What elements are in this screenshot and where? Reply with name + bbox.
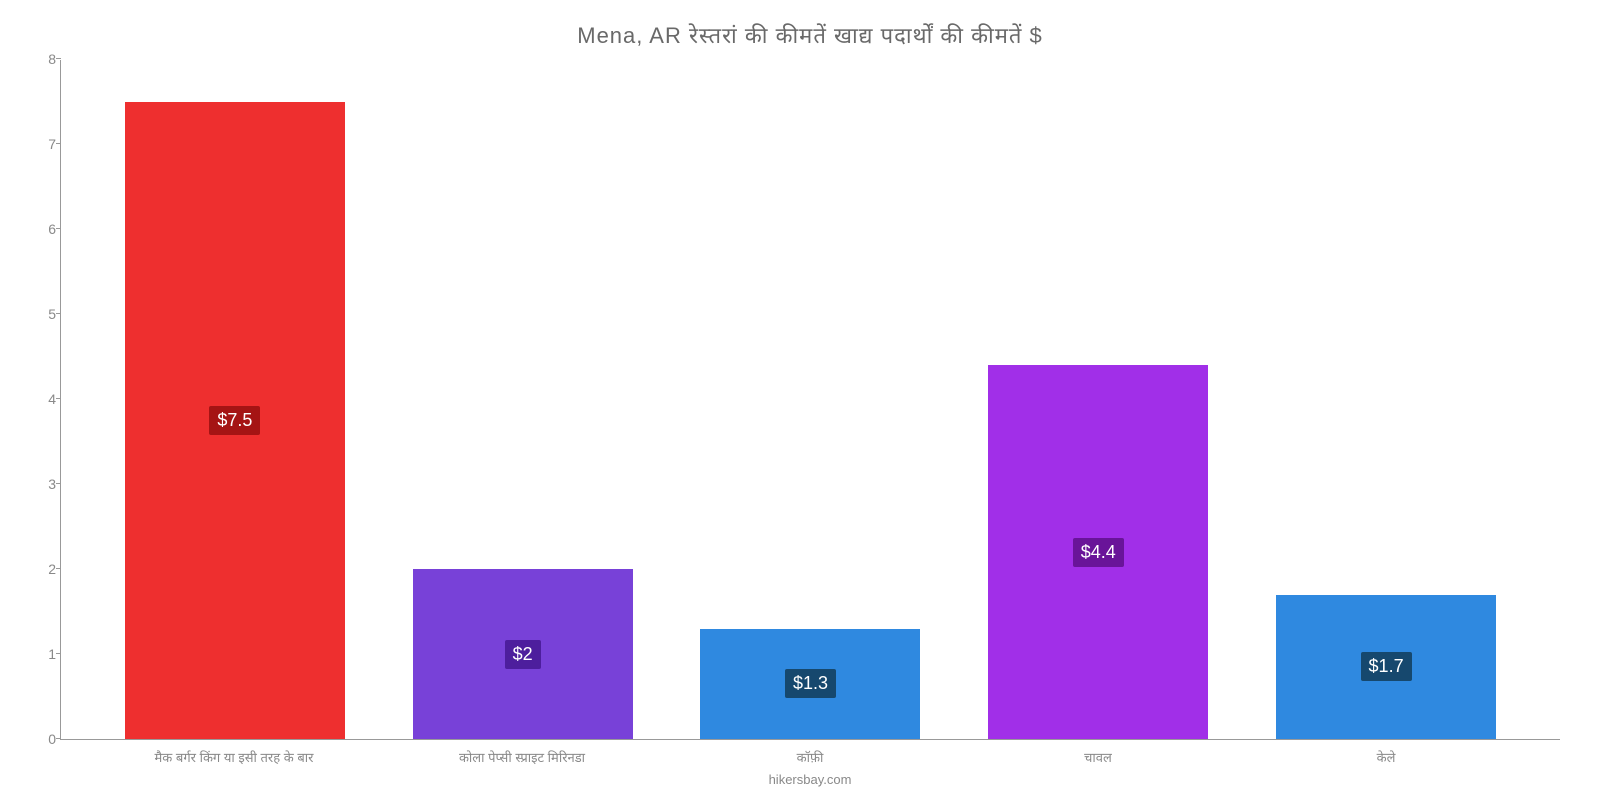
bar-wrapper: $7.5	[91, 102, 379, 740]
bar-value-label: $1.3	[785, 669, 836, 698]
y-tick-label: 8	[31, 51, 56, 67]
bar: $1.7	[1276, 595, 1496, 740]
bar-value-label: $7.5	[209, 406, 260, 435]
bar-wrapper: $1.3	[667, 629, 955, 740]
bars-container: $7.5 $2 $1.3 $4.4 $1.7	[61, 60, 1560, 739]
y-tick-mark	[56, 738, 61, 739]
chart-title: Mena, AR रेस्तरां की कीमतें खाद्य पदार्थ…	[60, 20, 1560, 50]
bar-wrapper: $2	[379, 569, 667, 739]
y-tick-label: 0	[31, 731, 56, 747]
bar: $2	[413, 569, 633, 739]
y-tick-label: 5	[31, 306, 56, 322]
x-tick-label: चावल	[954, 748, 1242, 766]
y-tick-mark	[56, 58, 61, 59]
bar-value-label: $1.7	[1361, 652, 1412, 681]
bar-wrapper: $1.7	[1242, 595, 1530, 740]
x-tick-label: मैक बर्गर किंग या इसी तरह के बार	[90, 748, 378, 766]
x-tick-label: कॉफ़ी	[666, 748, 954, 766]
y-tick-mark	[56, 228, 61, 229]
x-tick-label: केले	[1242, 748, 1530, 766]
y-tick-mark	[56, 398, 61, 399]
bar: $1.3	[700, 629, 920, 740]
bar: $4.4	[988, 365, 1208, 739]
y-tick-mark	[56, 653, 61, 654]
bar: $7.5	[125, 102, 345, 740]
y-tick-label: 3	[31, 476, 56, 492]
y-tick-label: 1	[31, 646, 56, 662]
y-tick-mark	[56, 483, 61, 484]
y-tick-label: 4	[31, 391, 56, 407]
y-tick-mark	[56, 143, 61, 144]
bar-value-label: $4.4	[1073, 538, 1124, 567]
bar-value-label: $2	[505, 640, 541, 669]
y-tick-label: 7	[31, 136, 56, 152]
y-tick-mark	[56, 313, 61, 314]
x-tick-label: कोला पेप्सी स्प्राइट मिरिनडा	[378, 748, 666, 766]
plot-area: $7.5$2$1.3$4.4$1.7 012345678	[60, 60, 1560, 740]
bar-wrapper: $4.4	[954, 365, 1242, 739]
attribution-text: hikersbay.com	[60, 772, 1560, 787]
y-tick-label: 6	[31, 221, 56, 237]
y-tick-mark	[56, 568, 61, 569]
price-chart: Mena, AR रेस्तरां की कीमतें खाद्य पदार्थ…	[0, 0, 1600, 800]
x-axis-labels: मैक बर्गर किंग या इसी तरह के बारकोला पेप…	[60, 740, 1560, 766]
y-tick-label: 2	[31, 561, 56, 577]
